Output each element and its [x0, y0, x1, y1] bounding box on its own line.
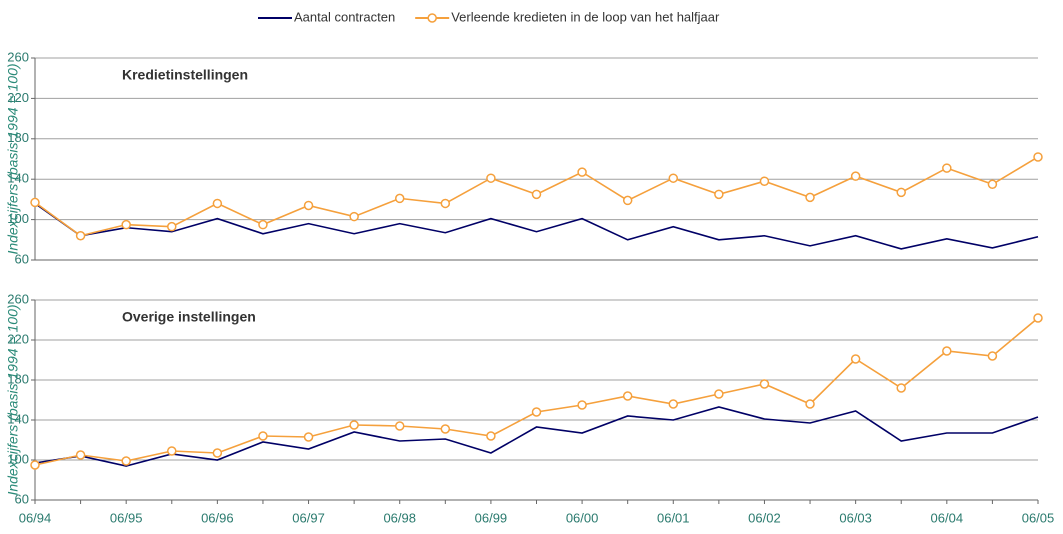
series-line	[34, 202, 1039, 250]
data-point	[896, 383, 906, 393]
data-point	[394, 421, 405, 431]
x-tick-label: 06/94	[19, 510, 52, 525]
x-tick-label: 06/00	[566, 510, 599, 525]
data-point	[486, 431, 496, 441]
data-point	[349, 420, 359, 430]
panel-title: Kredietinstellingen	[122, 67, 248, 83]
y-tick-label: 140	[7, 411, 29, 426]
data-point	[850, 354, 861, 364]
y-tick-label: 220	[7, 90, 29, 105]
x-tick-label: 06/99	[475, 510, 508, 525]
data-point	[668, 399, 679, 409]
data-point	[942, 346, 952, 356]
data-point	[303, 432, 314, 442]
legend-label: Verleende kredieten in de loop van het h…	[451, 9, 720, 24]
data-point	[942, 163, 952, 173]
legend-marker	[427, 13, 437, 23]
data-point	[349, 211, 359, 222]
data-point	[759, 379, 770, 389]
x-tick-label: 06/01	[657, 510, 690, 525]
data-point	[622, 391, 633, 401]
data-point	[850, 171, 861, 181]
y-tick-label: 220	[7, 331, 29, 346]
data-point	[258, 219, 268, 230]
data-point	[531, 407, 542, 417]
data-point	[1033, 313, 1043, 323]
data-point	[987, 351, 998, 361]
panel-title: Overige instellingen	[122, 309, 256, 325]
data-point	[212, 448, 223, 458]
data-point	[440, 424, 451, 434]
data-point	[896, 187, 906, 198]
y-tick-label: 140	[7, 171, 29, 186]
data-point	[987, 179, 998, 189]
data-point	[212, 198, 223, 209]
y-tick-label: 260	[7, 49, 29, 64]
data-point	[303, 200, 314, 211]
data-point	[805, 399, 815, 409]
data-point	[30, 460, 40, 470]
x-tick-label: 06/95	[110, 510, 143, 525]
y-tick-label: 60	[15, 251, 29, 266]
y-tick-label: 180	[7, 371, 29, 386]
x-tick-label: 06/02	[748, 510, 781, 525]
data-point	[714, 189, 724, 200]
x-tick-label: 06/98	[383, 510, 416, 525]
data-point	[167, 446, 177, 456]
data-point	[121, 456, 131, 466]
x-tick-label: 06/03	[839, 510, 872, 525]
y-tick-label: 100	[7, 211, 29, 226]
data-point	[577, 167, 587, 177]
data-point	[394, 193, 405, 204]
data-point	[75, 450, 86, 460]
data-point	[167, 221, 177, 232]
data-point	[531, 189, 542, 200]
y-tick-label: 180	[7, 130, 29, 145]
data-point	[1033, 152, 1043, 162]
x-tick-label: 06/05	[1022, 510, 1055, 525]
x-tick-label: 06/97	[292, 510, 325, 525]
legend-label: Aantal contracten	[294, 9, 395, 24]
data-point	[622, 195, 633, 206]
data-point	[440, 198, 451, 209]
data-point	[486, 173, 496, 183]
data-point	[805, 192, 815, 203]
data-point	[30, 197, 40, 208]
data-point	[714, 389, 724, 399]
data-point	[121, 219, 131, 230]
data-point	[668, 173, 679, 183]
y-tick-label: 100	[7, 451, 29, 466]
data-point	[258, 431, 268, 441]
series-line	[34, 406, 1039, 467]
x-tick-label: 06/04	[931, 510, 964, 525]
x-tick-label: 06/96	[201, 510, 234, 525]
data-point	[759, 176, 770, 186]
data-point	[577, 400, 587, 410]
y-axis-label: Indexcijfers (basis 1994 = 100)	[5, 63, 21, 254]
y-tick-label: 260	[7, 291, 29, 306]
y-axis-label: Indexcijfers (basis 1994 = 100)	[5, 304, 21, 495]
data-point	[75, 231, 86, 241]
y-tick-label: 60	[15, 491, 29, 506]
